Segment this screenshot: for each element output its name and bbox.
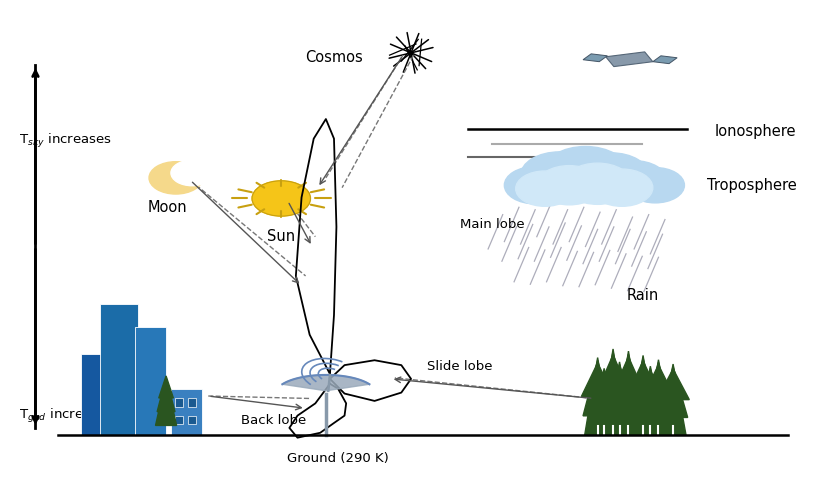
Circle shape bbox=[252, 181, 310, 216]
Bar bbox=[175, 416, 183, 424]
Circle shape bbox=[149, 162, 203, 194]
Polygon shape bbox=[598, 352, 628, 414]
Polygon shape bbox=[653, 56, 677, 64]
Polygon shape bbox=[600, 349, 626, 435]
Circle shape bbox=[521, 152, 598, 199]
Polygon shape bbox=[605, 364, 634, 417]
Circle shape bbox=[574, 153, 649, 198]
Bar bbox=[81, 354, 102, 435]
Circle shape bbox=[536, 166, 602, 205]
Polygon shape bbox=[612, 357, 645, 393]
Bar bbox=[104, 372, 124, 435]
Polygon shape bbox=[583, 360, 612, 416]
Polygon shape bbox=[597, 355, 629, 392]
Polygon shape bbox=[614, 354, 643, 414]
Circle shape bbox=[602, 161, 667, 200]
Polygon shape bbox=[627, 361, 659, 395]
Text: Ionosphere: Ionosphere bbox=[715, 124, 796, 139]
Text: Back lobe: Back lobe bbox=[240, 414, 306, 427]
Polygon shape bbox=[646, 360, 672, 435]
Polygon shape bbox=[603, 367, 636, 398]
Bar bbox=[188, 398, 196, 407]
Circle shape bbox=[505, 167, 566, 204]
Polygon shape bbox=[634, 371, 667, 401]
Polygon shape bbox=[591, 368, 617, 435]
Text: Troposphere: Troposphere bbox=[707, 177, 796, 193]
Text: Sun: Sun bbox=[267, 229, 295, 245]
Text: Ground (290 K): Ground (290 K) bbox=[287, 452, 389, 465]
Circle shape bbox=[543, 146, 628, 198]
Bar bbox=[99, 304, 138, 435]
Polygon shape bbox=[628, 358, 658, 415]
Polygon shape bbox=[589, 371, 619, 419]
Text: Main lobe: Main lobe bbox=[460, 218, 524, 231]
Bar bbox=[175, 398, 183, 407]
Polygon shape bbox=[157, 377, 175, 412]
Polygon shape bbox=[159, 376, 173, 398]
Circle shape bbox=[563, 163, 632, 204]
Circle shape bbox=[516, 171, 574, 206]
Polygon shape bbox=[588, 373, 620, 402]
Text: Rain: Rain bbox=[626, 288, 659, 303]
Polygon shape bbox=[657, 369, 689, 400]
Bar bbox=[188, 416, 196, 424]
Polygon shape bbox=[644, 362, 673, 417]
Polygon shape bbox=[659, 366, 688, 418]
Polygon shape bbox=[155, 379, 177, 425]
Text: Slide lobe: Slide lobe bbox=[427, 360, 492, 373]
Bar bbox=[171, 388, 202, 435]
Circle shape bbox=[171, 160, 213, 186]
Text: Cosmos: Cosmos bbox=[304, 50, 362, 65]
Polygon shape bbox=[615, 351, 641, 435]
Polygon shape bbox=[581, 363, 614, 396]
Polygon shape bbox=[606, 362, 632, 435]
Text: Moon: Moon bbox=[148, 200, 187, 215]
Circle shape bbox=[626, 168, 685, 203]
Polygon shape bbox=[637, 366, 663, 435]
Polygon shape bbox=[630, 355, 656, 435]
Polygon shape bbox=[282, 375, 370, 391]
Text: T$_{sky}$ increases: T$_{sky}$ increases bbox=[20, 132, 112, 150]
Polygon shape bbox=[583, 54, 607, 62]
Polygon shape bbox=[642, 365, 675, 397]
Text: T$_{gnd}$ increases: T$_{gnd}$ increases bbox=[20, 407, 114, 424]
Polygon shape bbox=[584, 357, 610, 435]
Circle shape bbox=[591, 169, 653, 206]
Polygon shape bbox=[606, 52, 653, 67]
Bar bbox=[135, 327, 166, 435]
Polygon shape bbox=[660, 364, 686, 435]
Polygon shape bbox=[636, 369, 665, 418]
